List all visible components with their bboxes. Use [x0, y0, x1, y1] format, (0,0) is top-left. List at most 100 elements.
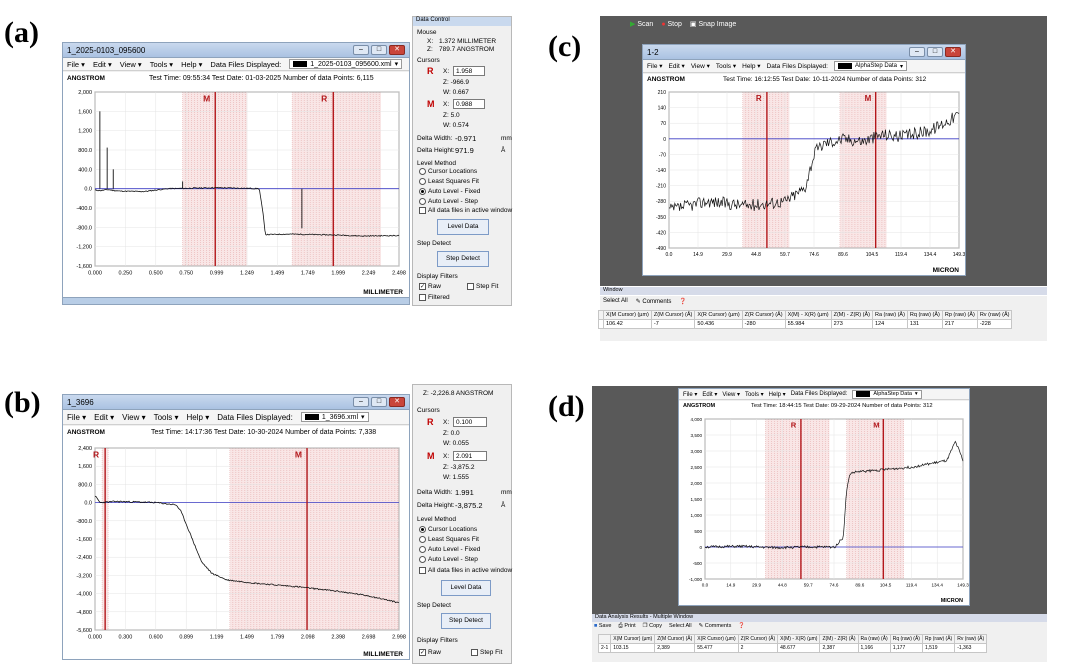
all-files-checkbox[interactable]: All data files in active window [419, 567, 512, 574]
minimize-button[interactable]: – [353, 397, 369, 407]
close-button[interactable]: ✕ [945, 47, 961, 57]
docked-pane-bar[interactable] [62, 297, 410, 305]
save-button[interactable]: ■ Save [594, 623, 611, 630]
select-all-button[interactable]: Select All [603, 298, 628, 304]
copy-button[interactable]: ❐ Copy [643, 623, 662, 630]
step-fit-checkbox[interactable]: Step Fit [467, 283, 498, 290]
step-detect-button[interactable]: Step Detect [441, 613, 491, 629]
data-file-select[interactable]: AlphaStep Data ▾ [833, 61, 908, 71]
step-detect-button[interactable]: Step Detect [437, 251, 489, 267]
step-fit-check[interactable] [467, 283, 474, 290]
raw-checkbox[interactable]: ✓ Raw [419, 283, 441, 290]
level-method-option[interactable]: Least Squares Fit [419, 178, 479, 185]
level-method-option[interactable]: Auto Level - Step [419, 556, 478, 563]
r-cursor-x-input[interactable]: 0.100 [453, 417, 487, 427]
menu-file[interactable]: File ▾ [647, 63, 663, 70]
minimize-button[interactable]: – [353, 45, 369, 55]
column-header: X(R Cursor) (µm) [694, 634, 739, 644]
stop-button[interactable]: ● Stop [661, 21, 682, 28]
menu-help[interactable]: Help ▾ [186, 412, 210, 422]
select-all-button[interactable]: Select All [668, 623, 692, 629]
print-button[interactable]: ⎙ Print [618, 623, 635, 630]
plot-area-b: ANGSTROM Test Time: 14:17:36 Test Date: … [63, 426, 409, 659]
level-method-option[interactable]: Cursor Locations [419, 526, 477, 533]
y-tick-label: 3,000 [691, 449, 703, 454]
delta-width-unit: mm [501, 135, 512, 142]
menu-tools[interactable]: Tools ▾ [153, 412, 179, 422]
menu-help[interactable]: Help ▾ [181, 59, 203, 69]
cursor-label-m: M [295, 450, 302, 460]
all-files-checkbox[interactable]: All data files in active window [419, 207, 512, 214]
maximize-button[interactable]: □ [927, 47, 943, 57]
menu-file[interactable]: File ▾ [67, 59, 85, 69]
menu-tools[interactable]: Tools ▾ [715, 63, 737, 70]
comment-icon: ✎ [635, 299, 641, 305]
table-row[interactable]: 2-1 103.15 2,389 55.477 2 48.677 2,387 1,166 1,1… [597, 643, 988, 653]
data-file-select[interactable]: 1_2025-0103_095600.xml ▾ [289, 59, 403, 69]
profile-chart-d[interactable]: 4,000 3,500 3,000 2,500 2,000 1,500 1,000 500 0 -… [679, 411, 969, 595]
menu-view[interactable]: View ▾ [122, 412, 146, 422]
raw-checkbox[interactable]: ✓ Raw [419, 649, 441, 656]
radio-button[interactable] [419, 178, 426, 185]
menu-edit[interactable]: Edit ▾ [92, 59, 112, 69]
menu-edit[interactable]: Edit ▾ [702, 391, 718, 398]
profile-chart-b[interactable]: 2,400 1,600 800.0 0.0 -800.0 -1,600 -2,400 -3,2… [63, 438, 409, 648]
raw-check[interactable]: ✓ [419, 649, 426, 656]
m-cursor-x-input[interactable]: 2.091 [453, 451, 487, 461]
close-button[interactable]: ✕ [389, 397, 405, 407]
radio-button[interactable] [419, 536, 426, 543]
all-files-check[interactable] [419, 567, 426, 574]
menu-file[interactable]: File ▾ [67, 412, 87, 422]
menu-tools[interactable]: Tools ▾ [744, 391, 764, 398]
data-file-select[interactable]: 1_3696.xml ▾ [300, 412, 369, 422]
level-data-button[interactable]: Level Data [441, 580, 491, 596]
step-fit-checkbox[interactable]: Step Fit [471, 649, 502, 656]
filtered-checkbox[interactable]: Filtered [419, 294, 450, 301]
data-file-select[interactable]: AlphaStep Data ▾ [852, 389, 922, 399]
radio-button[interactable] [419, 526, 426, 533]
table-row[interactable]: 106.42 -7 50.436 -280 55.984 273 124 131 217 -228 [598, 319, 1013, 329]
maximize-button[interactable]: □ [371, 397, 387, 407]
z-readout: Z: -2,226.8 ANGSTROM [423, 390, 494, 397]
level-method-option[interactable]: Auto Level - Fixed [419, 546, 480, 553]
radio-button[interactable] [419, 198, 426, 205]
radio-button[interactable] [419, 168, 426, 175]
menu-file[interactable]: File ▾ [683, 391, 698, 398]
maximize-button[interactable]: □ [371, 45, 387, 55]
level-method-option-label: Auto Level - Step [428, 198, 478, 206]
menu-view[interactable]: View ▾ [119, 59, 142, 69]
scan-button[interactable]: ▶ Scan [630, 20, 653, 28]
filtered-check[interactable] [419, 294, 426, 301]
minimize-button[interactable]: – [909, 47, 925, 57]
snap-image-button[interactable]: ▣ Snap Image [690, 20, 736, 28]
r-cursor-x-input[interactable]: 1.958 [453, 66, 485, 76]
all-files-check[interactable] [419, 207, 426, 214]
radio-button[interactable] [419, 556, 426, 563]
raw-check[interactable]: ✓ [419, 283, 426, 290]
m-cursor-x-input[interactable]: 0.988 [453, 99, 485, 109]
menu-help[interactable]: Help ▾ [742, 63, 761, 70]
close-button[interactable]: ✕ [389, 45, 405, 55]
radio-button[interactable] [419, 546, 426, 553]
menu-view[interactable]: View ▾ [722, 391, 740, 398]
menu-edit[interactable]: Edit ▾ [94, 412, 115, 422]
radio-button[interactable] [419, 188, 426, 195]
column-header: Z(M Cursor) (Å) [650, 310, 696, 320]
menu-tools[interactable]: Tools ▾ [149, 59, 174, 69]
level-method-option[interactable]: Auto Level - Step [419, 198, 478, 205]
profile-chart-a[interactable]: 2,000 1,600 1,200 800.0 400.0 0.0 -400.0 -800.0… [63, 84, 409, 284]
x-tick-label: 104.5 [866, 252, 879, 258]
menu-edit[interactable]: Edit ▾ [668, 63, 685, 70]
help-icon[interactable]: ❓ [679, 299, 687, 305]
comments-button[interactable]: ✎ Comments [699, 623, 732, 630]
level-data-button[interactable]: Level Data [437, 219, 489, 235]
step-fit-check[interactable] [471, 649, 478, 656]
level-method-option[interactable]: Auto Level - Fixed [419, 188, 480, 195]
menu-help[interactable]: Help ▾ [768, 391, 786, 398]
menu-view[interactable]: View ▾ [690, 63, 710, 70]
help-icon[interactable]: ❓ [738, 623, 746, 629]
level-method-option[interactable]: Least Squares Fit [419, 536, 479, 543]
comments-button[interactable]: ✎ Comments [636, 298, 672, 305]
level-method-option[interactable]: Cursor Locations [419, 168, 477, 175]
